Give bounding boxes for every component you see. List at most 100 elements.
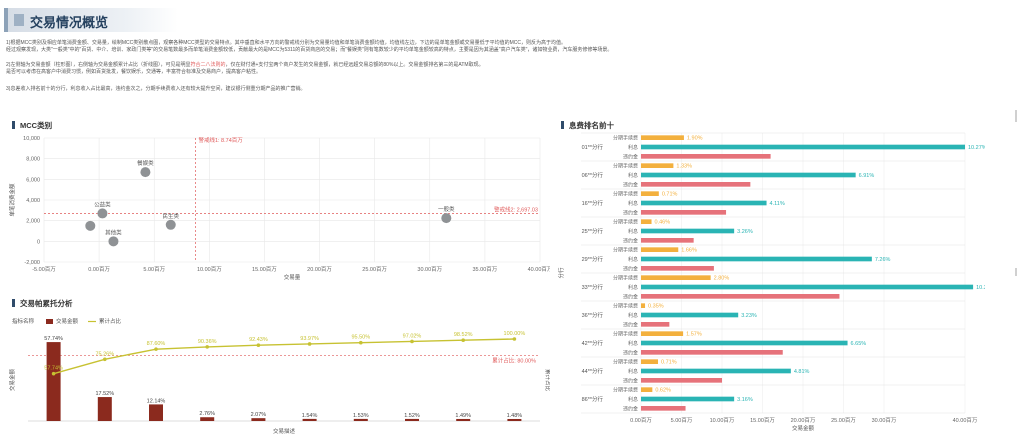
ranking-category-label: 分期手续费 [613,331,638,338]
pareto-bar-label: 1.52% [404,413,420,419]
ranking-bar [641,396,735,402]
pareto-legend-bar-label: 交易金额 [56,317,79,325]
ranking-group-label: 29**分行 [582,255,604,263]
ranking-bar [641,275,711,280]
scatter-section-title: MCC类别 [12,120,52,131]
ranking-bar [641,303,646,308]
ranking-category-label: 分期手续费 [613,191,638,198]
pareto-legend-prefix: 指标名称 [12,317,35,325]
scatter-x-tick: 15.00百万 [252,266,277,273]
ranking-group-label: 16**分行 [582,199,604,207]
pareto-bar-label: 2.07% [251,412,267,418]
ranking-category-label: 分期手续费 [613,135,638,142]
ranking-bar [641,312,739,318]
ranking-group-label: 44**分行 [582,367,604,375]
pareto-legend-bar-swatch [46,319,53,324]
pareto-bar-label: 1.53% [353,413,369,419]
ranking-category-label: 利息 [628,256,638,263]
ranking-category-label: 违约金 [623,181,638,188]
pareto-bar-label: 57.74% [44,336,63,342]
pareto-bar-label: 1.48% [507,413,523,419]
ranking-group-label: 33**分行 [582,283,604,291]
pareto-cumulative-point [307,342,312,346]
ranking-category-label: 利息 [628,340,638,347]
ranking-bar [641,322,670,327]
scrollbar-mid[interactable] [1015,268,1017,276]
ranking-category-label: 分期手续费 [613,359,638,366]
scatter-ref-label-y: 警戒线2: 2,697.03 [494,205,538,213]
ranking-y-label: 分行 [557,267,565,279]
ranking-bar-label: 1.57% [686,332,702,338]
scatter-x-tick: 25.00百万 [362,266,387,273]
pareto-y2-label: 累计占比 [544,369,550,392]
ranking-category-label: 违约金 [623,377,638,384]
pareto-y-label: 交易金额 [8,369,16,392]
ranking-bar-label: 3.23% [741,313,757,319]
desc-highlight: 符合二八法则的 [190,62,226,68]
ranking-category-label: 利息 [628,200,638,207]
ranking-bar-label: 0.71% [662,192,678,198]
ranking-x-tick: 40.00百万 [953,417,978,424]
pareto-bar [456,418,471,421]
ranking-category-label: 利息 [628,144,638,151]
pareto-x-label: 交易描述 [273,427,296,435]
pareto-bar-label: 1.49% [455,413,471,419]
scatter-point [165,219,176,230]
desc-line-5: 3)息差收入排名前十的分行，利息收入占比最高，违约金次之，分期手续费收入还有较大… [6,86,306,92]
ranking-bar-label: 4.11% [770,201,785,207]
ranking-category-label: 违约金 [623,405,638,412]
ranking-group-label: 06**分行 [582,171,604,179]
ranking-bar-label: 6.65% [851,341,867,347]
scatter-y-tick: 10,000 [23,136,40,142]
ranking-bar [641,387,653,392]
pareto-bar [46,342,61,421]
ranking-bar-label: 0.71% [661,360,677,366]
ranking-category-label: 分期手续费 [613,387,638,394]
scatter-point-label: 公益类 [94,200,111,208]
pareto-cumulative-point [205,345,209,349]
ranking-category-label: 利息 [628,396,638,403]
ranking-bar [641,238,694,243]
pareto-cumulative-point [359,340,363,345]
ranking-bar-label: 1.66% [681,248,697,254]
scatter-y-tick: 2,000 [26,219,40,225]
ranking-category-label: 违约金 [623,209,638,216]
ranking-category-label: 分期手续费 [613,303,638,310]
ranking-bar [641,182,751,187]
ranking-category-label: 违约金 [623,153,638,160]
pareto-cumulative-point [51,371,56,376]
ranking-category-label: 利息 [628,172,638,179]
ranking-bar-label: 1.33% [676,164,692,170]
ranking-x-tick: 15.00百万 [750,417,775,424]
pareto-cumulative-label: 90.36% [198,339,217,345]
pareto-bar [251,418,266,421]
scatter-x-tick: 30.00百万 [417,266,442,273]
pareto-cumulative-point [512,337,517,341]
pareto-cumulative-point [256,343,261,348]
scatter-point-label: 餐娱类 [137,159,154,167]
scatter-point-label: 一般类 [438,205,455,213]
scatter-x-tick: 5.00百万 [143,266,165,273]
scatter-point [108,236,119,247]
ranking-category-label: 利息 [628,312,638,319]
ranking-category-label: 利息 [628,228,638,235]
page-title: 交易情况概览 [30,15,109,30]
ranking-bar [641,172,856,178]
pareto-cumulative-label: 93.97% [300,336,319,342]
ranking-group-label: 42**分行 [582,339,604,347]
desc-line-1: 1)根据MCC类别及相应单笔消费金额、交易量，绘制MCC类别散点图，观察各种MC… [6,40,567,46]
ranking-category-label: 分期手续费 [613,275,638,282]
pareto-bar [302,418,317,421]
ranking-section-title: 息费排名前十 [561,120,614,131]
ranking-bar [641,378,722,383]
pareto-section-title: 交易帕累托分析 [12,298,73,309]
pareto-cumulative-label: 100.00% [504,331,526,337]
pareto-bar [405,418,419,421]
scatter-y-tick: 8,000 [26,157,40,163]
ranking-bar-label: 10.37% [976,285,985,291]
scrollbar-top[interactable] [1015,110,1017,122]
ranking-x-tick: 5.00百万 [671,417,693,424]
scatter-x-tick: -5.00百万 [32,266,56,273]
scatter-x-tick: 0.00百万 [88,266,110,273]
